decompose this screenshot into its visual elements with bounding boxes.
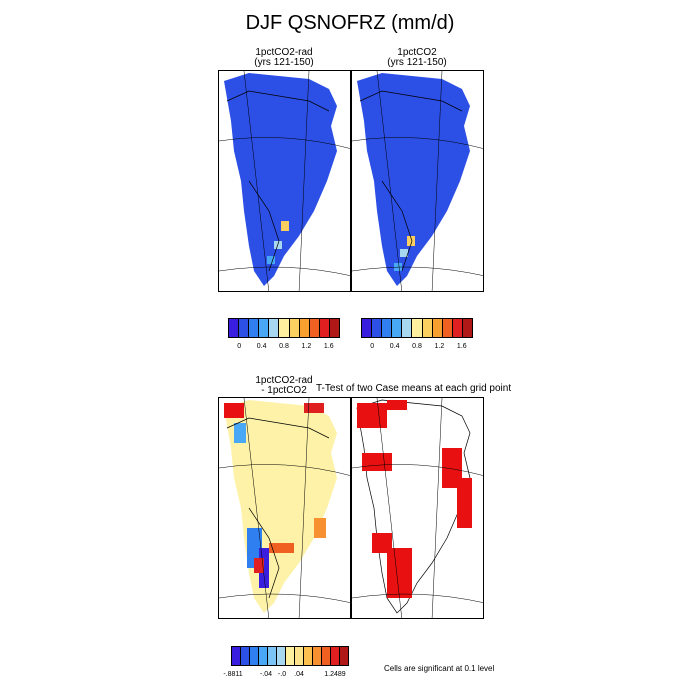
colorbar-swatch	[277, 647, 286, 665]
greenland-map	[352, 71, 483, 291]
colorbar-tick-label: 0	[370, 343, 375, 350]
panel-title-bottom-left: 1pctCO2-rad - 1pctCO2	[214, 376, 354, 396]
panel-title-line1: 1pctCO2-rad	[255, 47, 313, 58]
colorbar-swatch	[452, 319, 463, 337]
colorbar-swatch	[269, 319, 280, 337]
colorbar-tick-label: .04	[294, 671, 304, 678]
grid-cell	[304, 403, 324, 413]
panel-title-line2: (yrs 121-150)	[254, 57, 314, 68]
grid-cell	[234, 423, 246, 443]
grid-cell	[269, 543, 294, 553]
colorbar-swatch	[462, 319, 473, 337]
graticule	[352, 71, 483, 291]
colorbar-swatch	[402, 319, 413, 337]
greenland-outline	[356, 399, 471, 614]
panel-title-top-left: 1pctCO2-rad (yrs 121-150)	[214, 48, 354, 68]
greenland-map	[219, 71, 350, 291]
colorbar-swatch	[442, 319, 453, 337]
colorbar-tick-label: 1.2	[434, 343, 445, 350]
colorbar-swatch	[232, 647, 241, 665]
colorbar-swatch	[289, 319, 300, 337]
greenland-map	[352, 398, 483, 618]
colorbar-swatch	[259, 647, 268, 665]
colorbar-swatch	[259, 319, 270, 337]
coastline	[226, 90, 330, 272]
coastline	[226, 417, 330, 599]
colorbar-swatch	[340, 647, 348, 665]
colorbar-swatch	[432, 319, 443, 337]
graticule	[219, 71, 350, 291]
colorbar-swatch	[249, 319, 260, 337]
colorbar-top-right	[361, 318, 473, 338]
colorbar-swatch	[392, 319, 403, 337]
colorbar-top-left	[228, 318, 340, 338]
colorbar-swatch	[295, 647, 304, 665]
colorbar-swatch	[422, 319, 433, 337]
colorbar-swatch	[331, 647, 340, 665]
colorbar-swatch	[239, 319, 250, 337]
page-title: DJF QSNOFRZ (mm/d)	[245, 12, 455, 34]
colorbar-swatch	[412, 319, 423, 337]
colorbar-tick-label: 0.8	[412, 343, 422, 350]
grid-cell	[254, 558, 264, 573]
coastline	[359, 90, 463, 272]
colorbar-swatch	[319, 319, 330, 337]
colorbar-tick-label: 1.6	[456, 343, 467, 350]
significance-note: Cells are significant at 0.1 level	[384, 664, 495, 673]
colorbar-tick-label: 1.2489	[324, 671, 346, 678]
colorbar-swatch	[313, 647, 322, 665]
panel-title-line2: (yrs 121-150)	[387, 57, 447, 68]
greenland-fill	[357, 73, 470, 286]
colorbar-swatch	[268, 647, 277, 665]
colorbar-tick-label: 0.4	[389, 343, 400, 350]
colorbar-swatch	[362, 319, 373, 337]
grid-cell	[387, 400, 407, 410]
colorbar-tick-label: 0.8	[279, 343, 289, 350]
colorbar-tick-label: -.04	[259, 671, 273, 678]
colorbar-swatch	[382, 319, 393, 337]
colorbar-swatch	[372, 319, 383, 337]
colorbar-swatch	[241, 647, 250, 665]
panel-title-line1: 1pctCO2	[397, 47, 437, 58]
colorbar-swatch	[304, 647, 313, 665]
panel-title-line1: 1pctCO2-rad	[255, 375, 313, 386]
grid-cell	[267, 256, 275, 264]
graticule	[219, 398, 350, 618]
colorbar-swatch	[309, 319, 320, 337]
colorbar-swatch	[279, 319, 290, 337]
greenland-map	[219, 398, 350, 618]
colorbar-tick-label: 1.2	[301, 343, 312, 350]
map-panel-1pctco2-rad	[218, 70, 351, 292]
panel-title-top-right: 1pctCO2 (yrs 121-150)	[347, 48, 487, 68]
greenland-fill	[224, 73, 337, 286]
grid-cell	[362, 453, 392, 471]
colorbar-tick-label: 0.4	[256, 343, 267, 350]
grid-cell	[407, 236, 415, 246]
map-panel-difference	[218, 397, 351, 619]
colorbar-swatch	[299, 319, 310, 337]
colorbar-swatch	[329, 319, 340, 337]
colorbar-swatch	[229, 319, 240, 337]
graticule	[352, 398, 483, 618]
colorbar-tick-label: 1.6	[323, 343, 334, 350]
colorbar-swatch	[322, 647, 331, 665]
grid-cell	[400, 249, 408, 257]
grid-cell	[357, 403, 387, 428]
map-panel-ttest	[351, 397, 484, 619]
colorbar-difference	[231, 646, 349, 666]
colorbar-swatch	[250, 647, 259, 665]
colorbar-tick-label: 0	[237, 343, 242, 350]
colorbar-tick-label: -.0	[277, 671, 287, 678]
grid-cell	[314, 518, 326, 538]
panel-title-line2: - 1pctCO2	[261, 385, 307, 396]
grid-cell	[387, 548, 412, 598]
map-panel-1pctco2	[351, 70, 484, 292]
colorbar-swatch	[286, 647, 295, 665]
panel-title-bottom-right: T-Test of two Case means at each grid po…	[316, 383, 512, 394]
grid-cell	[281, 221, 289, 231]
grid-cell	[457, 478, 472, 528]
grid-cell	[224, 403, 244, 418]
colorbar-tick-label: -.8811	[223, 671, 243, 678]
